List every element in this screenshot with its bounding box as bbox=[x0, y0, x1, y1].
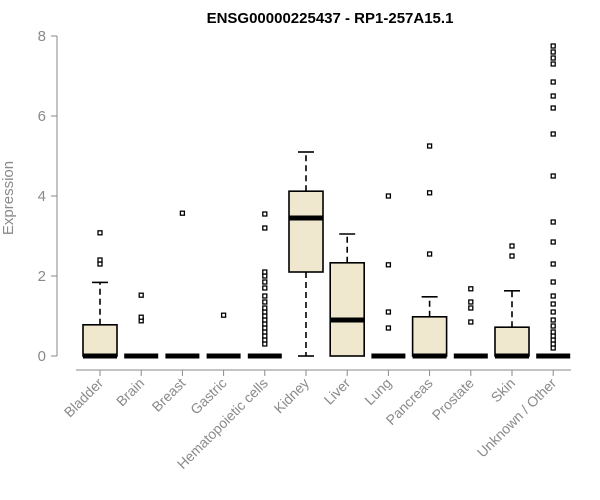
category-label: Breast bbox=[149, 375, 189, 415]
outlier-point bbox=[220, 312, 227, 318]
outlier-point bbox=[468, 319, 474, 325]
x-ticks bbox=[99, 370, 554, 376]
box-iqr bbox=[329, 261, 366, 357]
outlier-point bbox=[468, 286, 474, 292]
outlier-point bbox=[550, 293, 556, 299]
y-tick-label: 0 bbox=[38, 348, 46, 365]
y-axis-label: Expression bbox=[0, 161, 17, 235]
box-iqr bbox=[494, 326, 530, 357]
y-ticks: 0 2 4 6 8 bbox=[38, 28, 57, 365]
outlier-point bbox=[550, 239, 556, 245]
box-group bbox=[288, 151, 324, 357]
outlier-point bbox=[426, 190, 433, 196]
outlier-point bbox=[262, 279, 268, 285]
chart-title: ENSG00000225437 - RP1-257A15.1 bbox=[207, 10, 454, 27]
category-label: Brain bbox=[113, 375, 147, 409]
box-group bbox=[371, 193, 406, 359]
outlier-point bbox=[179, 210, 186, 216]
outlier-point bbox=[550, 301, 556, 307]
outlier-point bbox=[426, 251, 433, 257]
category-label: Bladder bbox=[61, 375, 107, 421]
outlier-point bbox=[550, 317, 556, 323]
box-group bbox=[453, 286, 488, 359]
box-group bbox=[329, 233, 366, 357]
outlier-point bbox=[550, 279, 556, 285]
outlier-point bbox=[550, 173, 556, 179]
box-group bbox=[536, 43, 571, 359]
outlier-point bbox=[385, 262, 392, 268]
box-group bbox=[247, 211, 282, 359]
outlier-point bbox=[550, 79, 556, 85]
outlier-point bbox=[426, 143, 433, 149]
outlier-point bbox=[468, 305, 474, 311]
outlier-point bbox=[262, 305, 268, 311]
outlier-point bbox=[468, 299, 474, 305]
outlier-point bbox=[385, 193, 392, 199]
outlier-point bbox=[262, 299, 268, 305]
box-group bbox=[165, 210, 200, 359]
outlier-point bbox=[550, 55, 556, 61]
box-iqr bbox=[82, 323, 118, 357]
outlier-point bbox=[550, 49, 556, 55]
outlier-point bbox=[97, 230, 103, 236]
outlier-point bbox=[550, 329, 556, 335]
outlier-point bbox=[509, 243, 515, 249]
outlier-point bbox=[138, 292, 144, 298]
outlier-point bbox=[262, 211, 268, 217]
box-group bbox=[124, 292, 159, 359]
outlier-point bbox=[550, 93, 556, 99]
outlier-point bbox=[550, 61, 556, 67]
outlier-point bbox=[97, 257, 103, 263]
box-group bbox=[206, 312, 241, 359]
box-group bbox=[494, 243, 530, 359]
box-group bbox=[411, 143, 448, 359]
outlier-point bbox=[550, 131, 556, 137]
outlier-point bbox=[385, 309, 392, 315]
category-label: Liver bbox=[321, 375, 354, 408]
category-label: Kidney bbox=[271, 375, 313, 417]
category-label: Lung bbox=[361, 375, 394, 408]
box-iqr bbox=[288, 190, 324, 273]
category-label: Skin bbox=[488, 375, 519, 406]
outlier-point bbox=[262, 225, 268, 231]
boxes bbox=[82, 43, 571, 359]
outlier-point bbox=[509, 253, 515, 259]
outlier-point bbox=[550, 43, 556, 49]
outlier-point bbox=[262, 285, 268, 291]
y-tick-label: 6 bbox=[38, 108, 46, 125]
outlier-point bbox=[550, 261, 556, 267]
outlier-point bbox=[385, 325, 392, 331]
box-group bbox=[82, 230, 118, 359]
category-label: Prostate bbox=[429, 375, 477, 423]
outlier-point bbox=[262, 293, 268, 299]
box-iqr bbox=[411, 315, 448, 357]
outlier-point bbox=[262, 269, 268, 275]
outlier-point bbox=[138, 314, 144, 320]
outlier-point bbox=[550, 105, 556, 111]
y-tick-label: 2 bbox=[38, 268, 46, 285]
y-tick-label: 4 bbox=[38, 188, 46, 205]
outlier-point bbox=[550, 309, 556, 315]
outlier-point bbox=[550, 219, 556, 225]
y-tick-label: 8 bbox=[38, 28, 46, 45]
outlier-point bbox=[550, 323, 556, 329]
